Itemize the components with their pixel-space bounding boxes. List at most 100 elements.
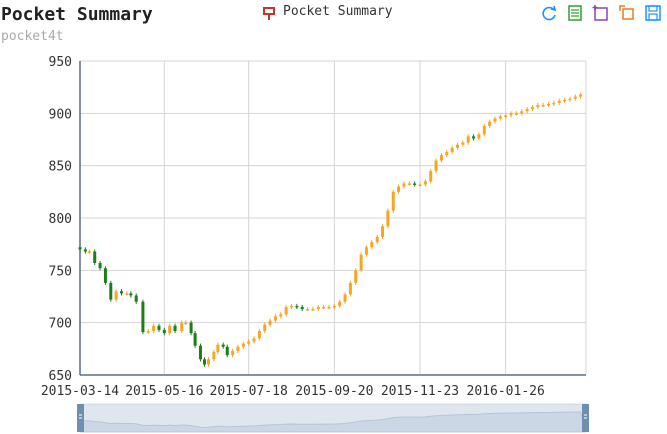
candle-body xyxy=(189,322,193,334)
candle-body xyxy=(520,111,524,114)
candle-body xyxy=(129,293,133,296)
y-tick-label: 750 xyxy=(49,264,72,279)
y-tick-label: 850 xyxy=(49,160,72,175)
y-tick-label: 700 xyxy=(49,317,72,332)
candle-body xyxy=(407,183,411,185)
candle-body xyxy=(364,247,368,255)
save-icon[interactable] xyxy=(643,3,663,23)
candle-body xyxy=(257,331,261,339)
data-view-icon[interactable] xyxy=(565,3,585,23)
candle-body xyxy=(375,236,379,243)
candle-body xyxy=(241,343,245,347)
candle-body xyxy=(573,96,577,99)
y-tick-label: 800 xyxy=(49,212,72,227)
candle-body xyxy=(221,344,225,347)
candle-body xyxy=(445,152,449,156)
candle-body xyxy=(332,305,336,308)
candle-body xyxy=(418,184,422,187)
candle-body xyxy=(236,346,240,351)
refresh-icon[interactable] xyxy=(539,3,559,23)
candle-body xyxy=(466,136,470,143)
candle-body xyxy=(530,107,534,110)
candle-body xyxy=(273,316,277,321)
candle-body xyxy=(212,351,216,360)
candle-body xyxy=(381,226,385,237)
candle-body xyxy=(354,270,358,283)
candle-body xyxy=(498,116,502,119)
candle-body xyxy=(311,309,315,311)
candle-body xyxy=(207,359,211,365)
chart-title: Pocket Summary xyxy=(1,4,153,25)
candle-body xyxy=(579,94,583,97)
candle-body xyxy=(488,121,492,126)
x-tick-label: 2015-07-18 xyxy=(210,384,288,399)
candle-body xyxy=(450,147,454,153)
candle-body xyxy=(157,325,161,330)
legend-label: Pocket Summary xyxy=(283,4,393,19)
candle-body xyxy=(180,322,184,332)
candle-body xyxy=(547,103,551,106)
candle-body xyxy=(402,183,406,187)
candle-body xyxy=(87,251,91,253)
candle-body xyxy=(231,350,235,356)
magic-type-icon[interactable] xyxy=(591,3,611,23)
y-tick-label: 900 xyxy=(49,107,72,122)
candle-body xyxy=(306,309,310,311)
candle-body xyxy=(322,306,326,309)
candle-body xyxy=(173,325,177,332)
candle-body xyxy=(536,104,540,108)
candle-body xyxy=(247,341,251,344)
candle-body xyxy=(461,142,465,145)
candle-body xyxy=(423,181,427,185)
candle-body xyxy=(202,359,206,365)
candle-body xyxy=(504,115,508,117)
x-tick-label: 2015-05-16 xyxy=(125,384,203,399)
candle-body xyxy=(563,99,567,102)
x-tick-label: 2015-11-23 xyxy=(381,384,459,399)
candle-body xyxy=(439,155,443,161)
candle-body xyxy=(482,125,486,135)
candle-body xyxy=(359,254,363,271)
candle-body xyxy=(343,294,347,302)
restore-icon[interactable] xyxy=(617,3,637,23)
candle-body xyxy=(514,113,518,115)
candle-body xyxy=(552,102,556,105)
candle-body xyxy=(391,191,395,211)
toolbox xyxy=(539,3,663,23)
legend-item[interactable]: Pocket Summary xyxy=(263,4,393,20)
candle-body xyxy=(284,306,288,315)
legend-swatch-icon xyxy=(263,6,275,20)
candle-body xyxy=(78,247,82,250)
x-tick-label: 2015-09-20 xyxy=(295,384,373,399)
candle-body xyxy=(216,344,220,352)
candle-body xyxy=(413,183,417,185)
candle-body xyxy=(198,345,202,360)
candle-body xyxy=(493,118,497,122)
candle-body xyxy=(93,251,97,264)
candle-body xyxy=(348,282,352,295)
zoom-selection xyxy=(80,404,586,432)
zoom-preview-area xyxy=(79,411,587,433)
candle-body xyxy=(455,144,459,148)
candle-body xyxy=(141,301,145,333)
candle-body xyxy=(152,325,156,332)
candle-body xyxy=(83,249,87,252)
candle-body xyxy=(119,291,123,294)
candle-body xyxy=(184,322,188,325)
candle-body xyxy=(557,100,561,103)
x-tick-label: 2015-03-14 xyxy=(41,384,119,399)
candle-body xyxy=(109,282,113,300)
candle-body xyxy=(370,242,374,248)
candle-body xyxy=(134,295,138,302)
candle-body xyxy=(193,333,197,346)
candle-body xyxy=(103,268,107,283)
candle-body xyxy=(568,98,572,101)
candle-body xyxy=(525,109,529,112)
y-tick-label: 950 xyxy=(49,55,72,70)
x-tick-label: 2016-01-26 xyxy=(467,384,545,399)
candle-body xyxy=(386,210,390,227)
candle-body xyxy=(263,324,267,332)
candle-body xyxy=(98,263,102,269)
candle-body xyxy=(327,306,331,309)
